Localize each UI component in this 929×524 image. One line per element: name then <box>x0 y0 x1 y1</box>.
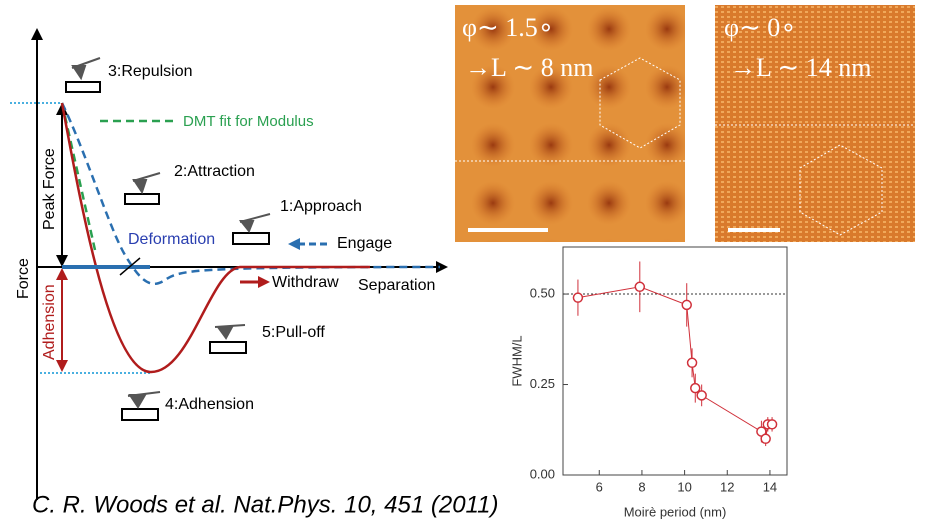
withdraw-label: Withdraw <box>272 274 339 291</box>
point <box>572 292 584 303</box>
stage-label: 5:Pull-off <box>262 324 325 341</box>
point <box>634 281 646 293</box>
point <box>690 382 701 394</box>
y-tick-label: 0.50 <box>530 285 555 300</box>
y-axis-label: FWHM/L <box>509 335 524 386</box>
citation: C. R. Woods et al. Nat.Phys. 10, 451 (20… <box>32 491 498 518</box>
stage-label: 4:Adhension <box>165 396 254 413</box>
point <box>686 357 698 369</box>
deformation-label: Deformation <box>128 231 215 248</box>
connecting-line <box>577 286 773 441</box>
y-tick-label: 0.00 <box>530 466 555 481</box>
point <box>760 433 771 445</box>
x-tick-label: 8 <box>638 479 645 494</box>
afm-image: φ∼ 0∘ →L ∼ 14 nm <box>715 5 915 242</box>
x-axis-label: Moirè period (nm) <box>624 504 727 519</box>
afm-image: φ∼ 1.5∘ →L ∼ 8 nm <box>455 5 685 242</box>
point <box>766 419 778 430</box>
period-label: →L ∼ 14 nm <box>730 53 871 82</box>
point <box>696 390 707 401</box>
y-tick-label: 0.25 <box>530 376 555 391</box>
angle-label: φ∼ 0∘ <box>724 13 797 42</box>
x-axis-label: Separation <box>358 277 435 294</box>
stage-label: 1:Approach <box>280 198 362 215</box>
stage-label: 3:Repulsion <box>108 63 193 80</box>
plot-frame <box>562 246 788 476</box>
engage-label: Engage <box>337 235 392 252</box>
force-diagram: Force Separation Peak Force Adhension 3:… <box>10 28 448 500</box>
x-tick-label: 6 <box>596 479 603 494</box>
x-tick-label: 10 <box>677 479 691 494</box>
peak-force-label: Peak Force <box>41 148 58 230</box>
x-tick-label: 12 <box>720 479 734 494</box>
adhesion-axis-label: Adhension <box>41 284 58 360</box>
x-tick-label: 14 <box>763 479 777 494</box>
legend-label: DMT fit for Modulus <box>183 113 314 130</box>
point <box>681 299 692 311</box>
stage-label: 2:Attraction <box>174 163 255 180</box>
period-label: →L ∼ 8 nm <box>465 53 593 82</box>
angle-label: φ∼ 1.5∘ <box>462 13 554 42</box>
y-axis-label: Force <box>15 258 32 299</box>
